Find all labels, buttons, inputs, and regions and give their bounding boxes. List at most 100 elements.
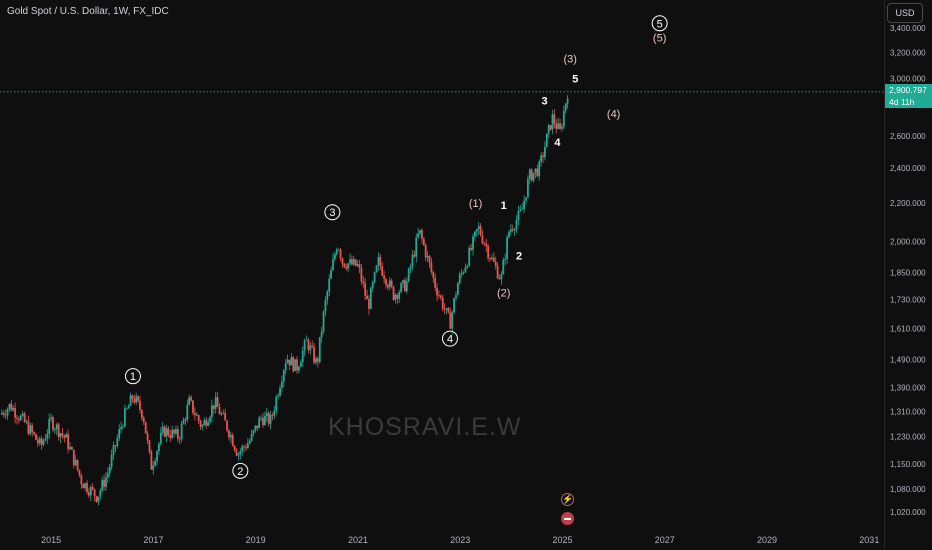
candle-body — [562, 110, 565, 127]
y-tick-label: 1,310.000 — [890, 407, 926, 416]
candle-body — [313, 347, 315, 363]
candle-body — [248, 440, 251, 444]
candle-body — [547, 125, 550, 134]
candle-body — [150, 451, 153, 470]
y-tick-label: 2,600.000 — [890, 132, 926, 141]
candle-body — [188, 397, 191, 405]
candle-body — [511, 229, 514, 231]
candle-body — [133, 399, 136, 403]
candle-body — [388, 280, 391, 288]
candle-body — [241, 446, 244, 452]
candle-body — [36, 439, 39, 444]
candle-body — [182, 419, 185, 425]
candle-body — [439, 295, 442, 298]
candle-body — [385, 279, 387, 285]
flash-icon[interactable]: ⚡ — [561, 493, 574, 506]
candle-body — [21, 413, 24, 416]
candle-body — [211, 405, 213, 418]
candle-body — [545, 133, 548, 147]
wave-label: 2 — [237, 466, 243, 478]
candle-body — [481, 235, 484, 244]
candle-body — [118, 428, 121, 439]
candle-body — [519, 209, 522, 211]
candle-body — [273, 410, 276, 416]
candle-body — [237, 454, 240, 456]
wave-label: 4 — [554, 137, 561, 149]
flag-icon[interactable]: ▬ — [561, 512, 574, 525]
candle-body — [233, 445, 236, 451]
candle-body — [25, 421, 28, 423]
candle-body — [14, 408, 17, 418]
candle-body — [500, 274, 503, 280]
candle-body — [492, 257, 495, 262]
candle-body — [373, 272, 376, 283]
candle-body — [494, 261, 497, 266]
wave-label: 1 — [501, 200, 507, 212]
candle-body — [218, 406, 221, 415]
candle-body — [315, 358, 317, 363]
candle-body — [354, 259, 357, 266]
candle-body — [407, 268, 410, 282]
candle-body — [474, 231, 476, 237]
candle-body — [549, 125, 552, 130]
candle-body — [485, 244, 488, 247]
candle-body — [330, 270, 333, 279]
candle-body — [506, 237, 508, 259]
candle-body — [525, 197, 527, 201]
candle-body — [322, 311, 325, 332]
candle-body — [455, 295, 457, 299]
candle-body — [475, 229, 478, 232]
candle-body — [173, 429, 175, 434]
candle-body — [69, 446, 71, 450]
wave-label: 2 — [516, 251, 522, 263]
candle-body — [163, 426, 166, 437]
candle-body — [335, 249, 338, 255]
candle-body — [559, 123, 561, 129]
candle-body — [472, 236, 474, 250]
wave-labels-layer: 1 2 3 4 5 (1) (2) (3) (4) (5) 1 2 3 4 5 — [124, 15, 668, 479]
candle-body — [386, 284, 389, 288]
candle-body — [415, 237, 418, 257]
candle-body — [356, 264, 359, 266]
candle-body — [226, 420, 228, 431]
candle-body — [303, 340, 306, 351]
candle-body — [229, 434, 232, 438]
wave-label: (1) — [469, 198, 482, 210]
candle-body — [515, 220, 518, 230]
candle-body — [265, 412, 268, 417]
candle-body — [326, 291, 329, 300]
candle-body — [557, 123, 560, 129]
candle-body — [250, 433, 253, 441]
candle-body — [347, 263, 350, 269]
y-tick-label: 2,000.000 — [890, 237, 926, 246]
candle-body — [35, 434, 37, 440]
candle-body — [93, 489, 96, 496]
candle-body — [409, 266, 412, 269]
candle-body — [84, 483, 87, 489]
candle-body — [292, 357, 295, 372]
candle-body — [65, 434, 68, 438]
candle-body — [192, 400, 194, 414]
candle-body — [144, 421, 147, 434]
candle-body — [360, 267, 363, 282]
currency-button[interactable]: USD — [887, 3, 923, 23]
candle-body — [209, 417, 211, 423]
candle-body — [349, 259, 351, 264]
candle-body — [148, 440, 151, 452]
candle-body — [27, 421, 30, 434]
candle-body — [509, 229, 512, 232]
candle-body — [167, 428, 170, 436]
candle-body — [12, 408, 15, 411]
candle-body — [544, 146, 546, 157]
bar-countdown: 4d 11h — [889, 97, 915, 107]
candle-body — [369, 287, 372, 309]
candle-body — [281, 381, 283, 388]
candle-body — [245, 447, 247, 449]
wave-label: 3 — [542, 95, 548, 107]
candle-body — [256, 425, 259, 429]
candle-body — [89, 486, 92, 496]
candle-body — [551, 114, 554, 130]
candle-body — [498, 278, 501, 280]
candle-body — [508, 231, 510, 238]
